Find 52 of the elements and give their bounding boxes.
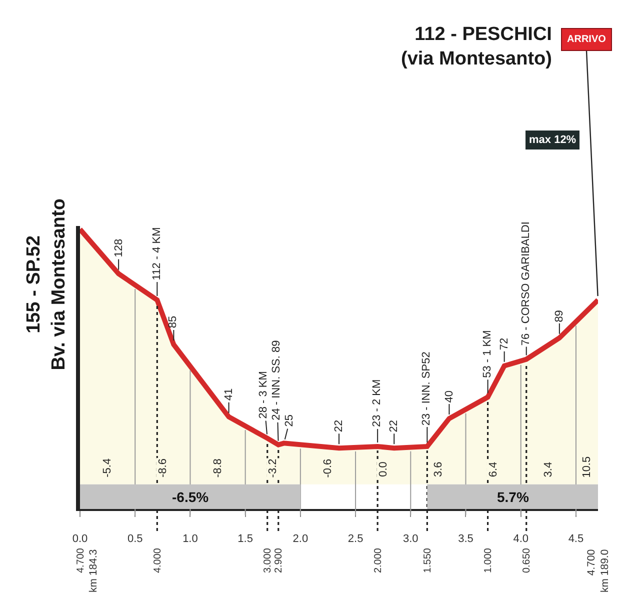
data-label: 23 - 2 KM xyxy=(371,379,384,428)
text: km 184.3 xyxy=(88,549,100,592)
data-label: 76 - CORSO GARIBALDI xyxy=(520,222,532,346)
annotation: -8.6 xyxy=(156,458,169,478)
data-label: 53 - 1 KM xyxy=(482,330,494,378)
data-label: 22 xyxy=(388,420,400,432)
x2-tick-label: 2.000 xyxy=(372,548,384,574)
data-label: 89 xyxy=(554,310,566,322)
x-tick-label: 4.5 xyxy=(568,533,584,546)
x2-tick-label: 4.700 xyxy=(75,548,86,574)
x-tick-label: 2.5 xyxy=(348,533,364,546)
annotation: 3.4 xyxy=(542,462,555,478)
annotation: 6.4 xyxy=(487,462,500,478)
text: 112 - PESCHICI (via Montesanto) xyxy=(401,24,552,70)
data-label: 128 xyxy=(112,238,125,258)
data-label: 85 xyxy=(167,316,180,328)
data-label: 40 xyxy=(444,390,456,403)
data-label: 72 xyxy=(498,338,510,350)
annotation: 0.0 xyxy=(377,462,390,477)
x2-tick-label: 4.000 xyxy=(152,548,164,574)
x-tick-label: 2.0 xyxy=(292,533,308,546)
x2-tick-label: 0.650 xyxy=(522,548,533,574)
x2-tick-label: 3.000 xyxy=(262,548,274,574)
annotation: -8.8 xyxy=(212,458,224,478)
text: 4.700 km 189.0 xyxy=(586,549,612,592)
data-label: 25 xyxy=(283,414,296,427)
data-label: 112 - 4 KM xyxy=(151,227,164,280)
annotation: 155 - SP.52 Bv. via Montesanto xyxy=(24,198,70,370)
x-tick-label: 3.5 xyxy=(458,533,474,546)
annotation: -0.6 xyxy=(322,458,334,478)
annotation: 3.6 xyxy=(432,462,444,478)
x-tick-label: 1.0 xyxy=(182,533,198,546)
text: max 12% xyxy=(529,134,576,146)
x-tick-label: 0.5 xyxy=(127,533,143,546)
data-label: 28 - 3 KM xyxy=(257,371,270,419)
annotation: -3.2 xyxy=(267,458,280,478)
annotation: -5.4 xyxy=(102,458,114,478)
x-tick-label: 3.0 xyxy=(402,533,418,546)
x-tick-label: 4.0 xyxy=(513,533,528,546)
data-label: 24 - INN. SS. 89 xyxy=(270,340,283,420)
x-tick-label: 1.5 xyxy=(238,533,253,546)
annotation: ARRIVO xyxy=(567,34,606,45)
x-tick-label: 0.0 xyxy=(72,533,88,546)
data-label: 41 xyxy=(222,388,235,401)
x2-tick-label: 1.000 xyxy=(483,548,494,574)
band-label: -6.5% xyxy=(172,489,210,505)
data-label: 23 - INN. SP52 xyxy=(420,352,433,426)
band-label: 5.7% xyxy=(497,489,530,505)
x2-tick-label: 2.900 xyxy=(274,548,285,574)
annotation: 10.5 xyxy=(581,456,594,478)
x2-tick-label: 1.550 xyxy=(422,548,434,574)
data-label: 22 xyxy=(332,420,345,432)
